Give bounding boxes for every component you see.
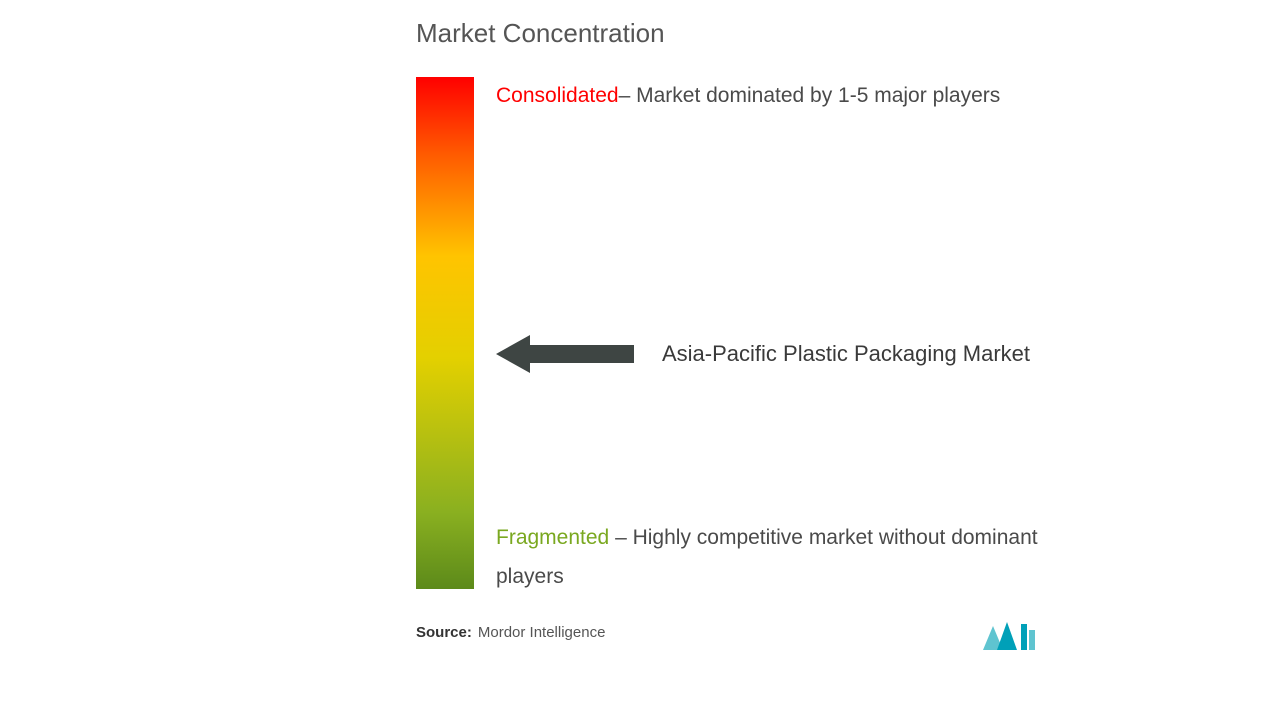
infographic-container: Market Concentration Consolidated– Marke…: [416, 18, 1236, 589]
source-footer: Source: Mordor Intelligence: [416, 624, 605, 641]
content-row: Consolidated– Market dominated by 1-5 ma…: [416, 77, 1236, 589]
market-name-text: Asia-Pacific Plastic Packaging Market: [662, 341, 1030, 367]
source-label: Source:: [416, 624, 472, 641]
concentration-gradient-bar: [416, 77, 474, 589]
source-value: Mordor Intelligence: [478, 624, 606, 641]
fragmented-label: Fragmented – Highly competitive market w…: [496, 519, 1056, 597]
fragmented-highlight: Fragmented: [496, 526, 609, 549]
chart-title: Market Concentration: [416, 18, 1236, 49]
arrow-left-icon: [496, 335, 634, 373]
consolidated-label: Consolidated– Market dominated by 1-5 ma…: [496, 77, 1000, 116]
consolidated-description: – Market dominated by 1-5 major players: [619, 84, 1001, 107]
brand-logo-icon: [983, 622, 1035, 650]
labels-column: Consolidated– Market dominated by 1-5 ma…: [496, 77, 1236, 589]
consolidated-highlight: Consolidated: [496, 84, 619, 107]
market-pointer-row: Asia-Pacific Plastic Packaging Market: [496, 335, 1030, 373]
